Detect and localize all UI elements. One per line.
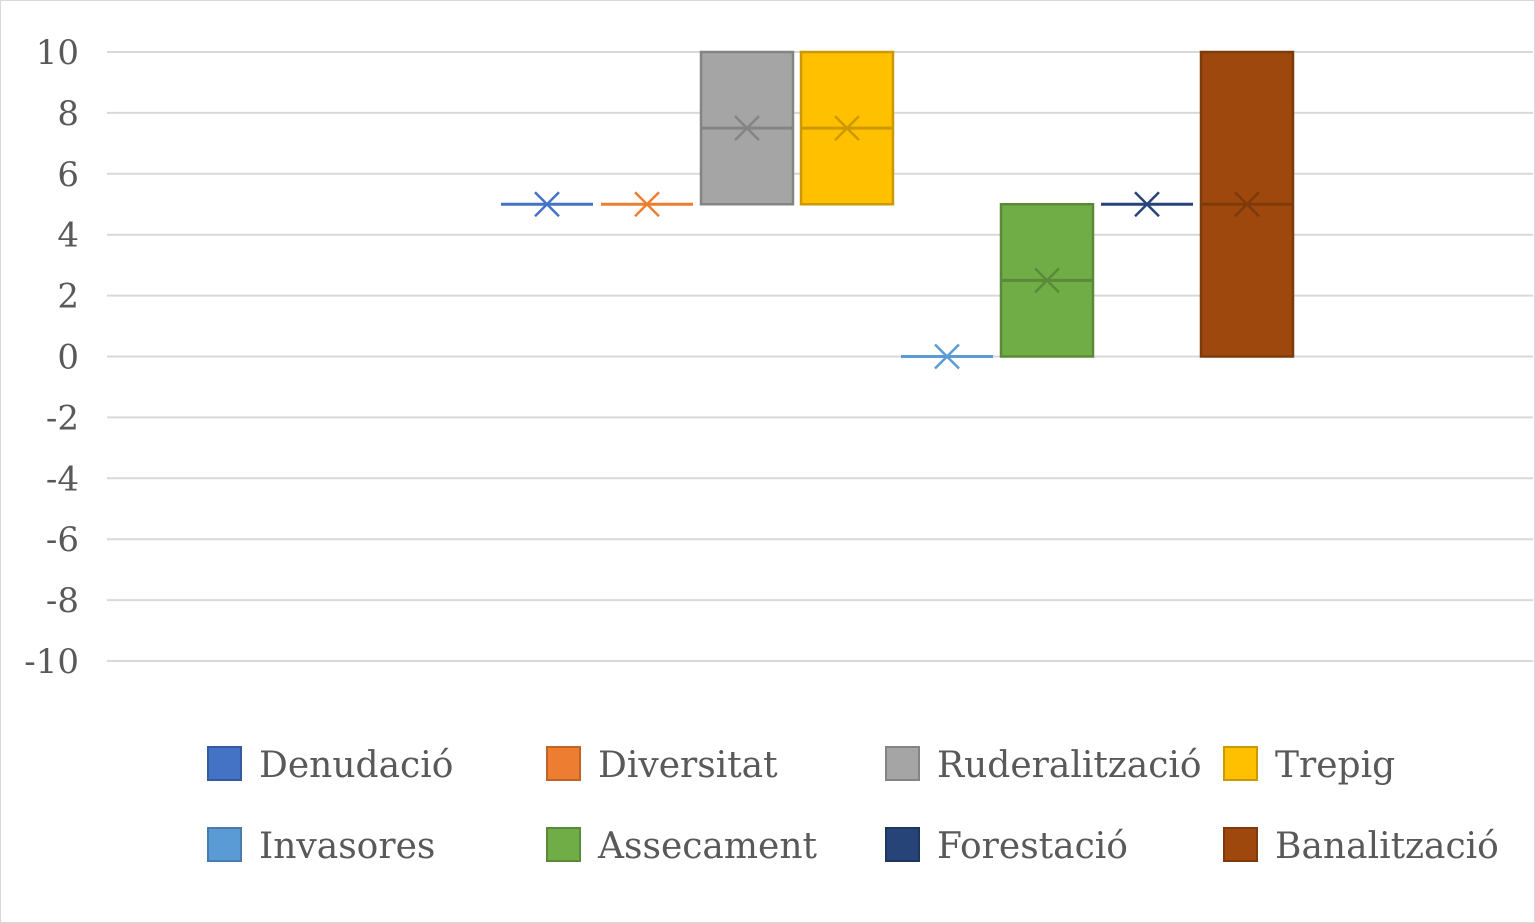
legend: Denudació Diversitat Ruderalització Trepig I… bbox=[207, 745, 1499, 867]
legend-label: Ruderalització bbox=[937, 745, 1202, 786]
plot-area bbox=[501, 50, 1295, 370]
legend-swatch bbox=[1223, 746, 1258, 781]
mean-marker bbox=[734, 115, 760, 142]
legend-swatch bbox=[885, 746, 920, 781]
y-tick-label: 6 bbox=[57, 155, 79, 195]
mean-marker bbox=[1134, 191, 1160, 218]
legend-swatch bbox=[885, 827, 920, 862]
mean-marker bbox=[834, 115, 860, 142]
y-tick-label: -6 bbox=[46, 520, 79, 560]
y-tick-label: 2 bbox=[57, 277, 79, 317]
box-invasores bbox=[901, 343, 993, 370]
legend-item: Banalització bbox=[1223, 826, 1499, 867]
mean-marker bbox=[1234, 191, 1260, 218]
mean-marker bbox=[934, 343, 960, 370]
y-tick-label: 10 bbox=[36, 33, 79, 73]
legend-swatch bbox=[1223, 827, 1258, 862]
y-tick-label: -2 bbox=[46, 398, 79, 438]
legend-swatch bbox=[546, 827, 581, 862]
legend-label: Banalització bbox=[1275, 826, 1499, 867]
box-denudació bbox=[501, 191, 593, 218]
box-forestació bbox=[1101, 191, 1193, 218]
box-diversitat bbox=[601, 191, 693, 218]
legend-item: Trepig bbox=[1223, 745, 1395, 786]
legend-item: Ruderalització bbox=[885, 745, 1202, 786]
legend-label: Trepig bbox=[1275, 745, 1395, 786]
mean-marker bbox=[534, 191, 560, 218]
box-trepig bbox=[799, 50, 895, 206]
y-tick-label: -8 bbox=[46, 581, 79, 621]
y-tick-label: -4 bbox=[46, 459, 79, 499]
legend-label: Diversitat bbox=[598, 745, 778, 786]
box-ruderalització bbox=[699, 50, 795, 206]
legend-swatch bbox=[207, 827, 242, 862]
legend-item: Assecament bbox=[546, 826, 818, 867]
legend-item: Denudació bbox=[207, 745, 453, 786]
mean-marker bbox=[1034, 267, 1060, 294]
y-tick-label: -10 bbox=[24, 642, 79, 682]
y-tick-label: 4 bbox=[57, 216, 79, 256]
box-banalització bbox=[1199, 50, 1295, 358]
y-tick-label: 8 bbox=[57, 94, 79, 134]
legend-label: Assecament bbox=[597, 826, 818, 867]
y-axis: 10 8 6 4 2 0 -2 -4 -6 -8 -10 bbox=[24, 33, 79, 682]
legend-swatch bbox=[207, 746, 242, 781]
mean-marker bbox=[634, 191, 660, 218]
legend-item: Invasores bbox=[207, 826, 435, 867]
legend-label: Denudació bbox=[259, 745, 453, 786]
y-tick-label: 0 bbox=[57, 338, 79, 378]
legend-item: Diversitat bbox=[546, 745, 778, 786]
legend-item: Forestació bbox=[885, 826, 1128, 867]
gridlines bbox=[107, 51, 1533, 662]
legend-label: Forestació bbox=[937, 826, 1128, 867]
legend-label: Invasores bbox=[259, 826, 435, 867]
box-assecament bbox=[999, 203, 1095, 358]
legend-swatch bbox=[546, 746, 581, 781]
